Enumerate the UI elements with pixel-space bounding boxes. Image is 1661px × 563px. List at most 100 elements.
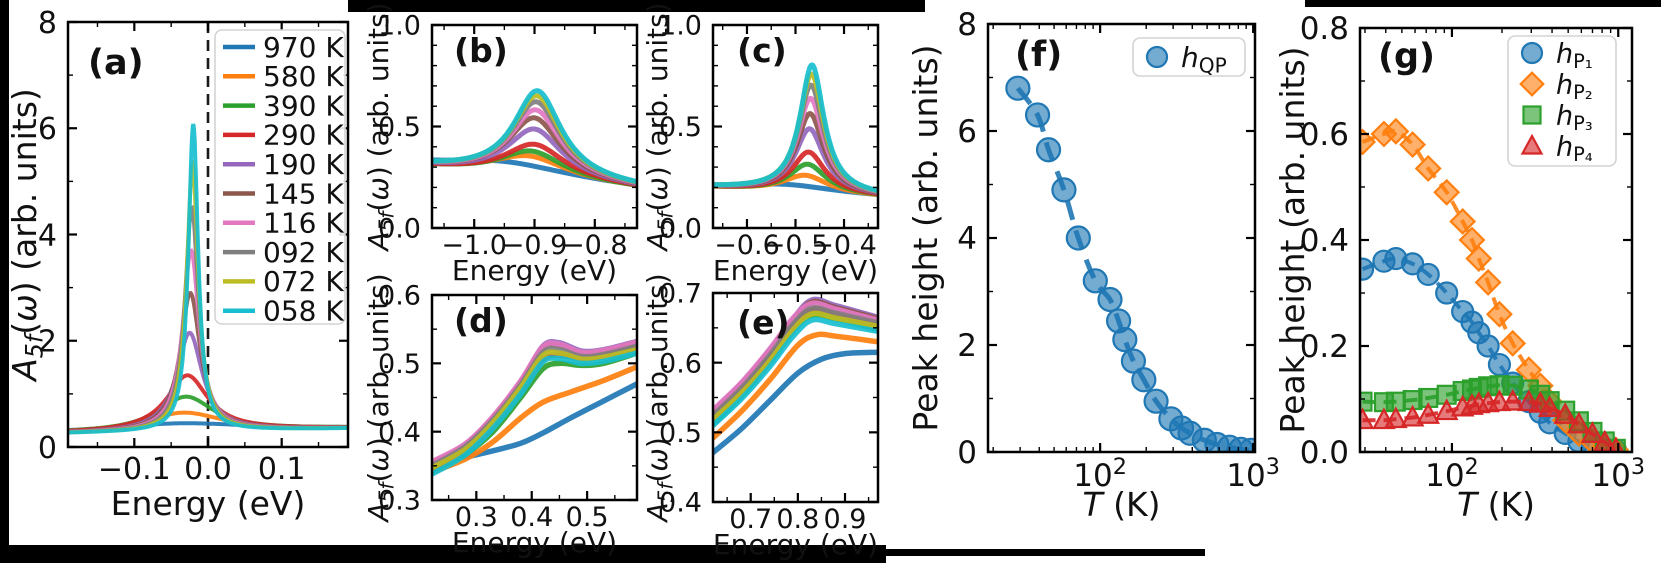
- y-axis-label: A5f(ω) (arb. units): [362, 273, 399, 523]
- x-tick-label: 103: [1591, 454, 1645, 494]
- y-tick-label: 4: [957, 221, 977, 257]
- x-tick-label: −0.1: [98, 452, 171, 487]
- data-point: [1143, 388, 1169, 414]
- data-point: [1515, 356, 1543, 384]
- legend-label: 290 K: [263, 119, 344, 152]
- data-point: [1005, 75, 1031, 101]
- data-point: [1035, 137, 1062, 163]
- panel-b-chart: −1.0−0.9−0.8 0.0 0.5 1.0 Energy (eV) A5f(ω) (…: [362, 2, 639, 287]
- x-tick-label: 0.8: [776, 504, 819, 535]
- panel-g-group: 102 103 0.0 0.2 0.4 0.6 0.8 T (K) Peak height (a…: [1273, 11, 1645, 524]
- legend-label: 058 K: [263, 295, 344, 328]
- plot-area: [68, 22, 348, 447]
- plot-area: [1360, 117, 1630, 452]
- x-tick-label: −0.8: [562, 230, 628, 261]
- ticks: [713, 23, 878, 230]
- ticks: [1360, 26, 1632, 454]
- y-tick-label: 0.5: [659, 112, 702, 143]
- y-tick-label: 0.2: [1300, 329, 1349, 365]
- data-point: [1414, 155, 1442, 182]
- legend-label: 970 K: [263, 31, 344, 64]
- data-point: [1433, 178, 1461, 206]
- y-tick-label: 0: [957, 435, 977, 471]
- legend-label: 116 K: [263, 207, 344, 240]
- legend-marker: [1520, 41, 1544, 65]
- y-tick-label: 0.7: [659, 279, 702, 310]
- panel-d-chart: 0.3 0.4 0.5 0.3 0.4 0.5 0.6 Energy (eV) A5f(ω) (…: [362, 273, 639, 559]
- x-axis-label: Energy (eV): [713, 528, 878, 561]
- data-point: [1500, 388, 1525, 411]
- panel-tag: (f): [1015, 35, 1062, 75]
- data-point: [1360, 257, 1375, 281]
- y-axis-label: Peak height (arb. units): [906, 44, 945, 431]
- y-axis-label: A5f(ω) (arb. units): [362, 2, 399, 252]
- y-tick-label: 0.4: [378, 417, 421, 448]
- y-tick-label: 0.5: [659, 418, 702, 449]
- data-point: [1485, 300, 1513, 328]
- data-point: [1120, 348, 1147, 374]
- curve-580K: [713, 331, 878, 441]
- panel-a-chart: −0.1 0.0 0.1 0 2 4 6 8 Energy (eV) A5f(ω) (arb. u…: [5, 6, 350, 523]
- legend-label: 145 K: [263, 177, 344, 210]
- data-point: [1592, 429, 1617, 452]
- curve-072K: [432, 346, 637, 471]
- data-point: [1051, 177, 1077, 203]
- legend-label: 092 K: [263, 236, 344, 269]
- data-point: [1097, 286, 1123, 313]
- y-tick-label: 0.6: [1300, 117, 1349, 153]
- data-point: [1112, 327, 1138, 353]
- data-point: [1553, 402, 1578, 424]
- legend-label: 390 K: [263, 89, 344, 122]
- legend-label: hP₁: [1556, 38, 1593, 72]
- x-tick-label: 0.9: [824, 504, 867, 535]
- y-axis-label: A5f(ω) (arb. units): [641, 2, 678, 252]
- x-tick-label: 0.4: [510, 502, 553, 533]
- letterbox-top-center: [348, 0, 925, 12]
- data-point: [1238, 437, 1255, 452]
- data-point: [1465, 245, 1493, 272]
- ticks: [432, 23, 637, 230]
- ticks: [68, 20, 348, 449]
- data-point: [1580, 421, 1605, 443]
- panel-c-group: −0.6−0.5−0.4 0.0 0.5 1.0 Energy (eV) A5f(ω) (…: [641, 2, 880, 287]
- panel-g-chart: 102 103 0.0 0.2 0.4 0.6 0.8 T (K) Peak height (a…: [1273, 11, 1645, 524]
- x-tick-label: 103: [1226, 454, 1280, 494]
- y-tick-label: 0.5: [378, 112, 421, 143]
- ticks: [432, 293, 637, 502]
- data-point: [1458, 226, 1486, 254]
- legend-marker: [1519, 71, 1545, 97]
- y-tick-label: 0.6: [378, 281, 421, 312]
- y-tick-label: 0.0: [378, 214, 421, 245]
- curve-058K: [713, 62, 878, 194]
- x-tick-label: −0.5: [763, 230, 829, 261]
- letterbox-left: [0, 0, 9, 563]
- data-point: [1360, 128, 1376, 156]
- data-point: [1360, 407, 1375, 430]
- y-tick-label: 0.0: [1300, 435, 1349, 471]
- data-point: [1474, 268, 1502, 296]
- x-axis-label: Energy (eV): [452, 526, 617, 559]
- panel-tag: (g): [1378, 37, 1435, 77]
- x-tick-label: 0.5: [566, 502, 609, 533]
- x-axis-label: Energy (eV): [713, 254, 878, 287]
- panel-c-chart: −0.6−0.5−0.4 0.0 0.5 1.0 Energy (eV) A5f(ω) (…: [641, 2, 880, 287]
- letterbox-top-right: [1305, 0, 1661, 7]
- legend-label: 580 K: [263, 60, 344, 93]
- x-tick-label: −0.9: [502, 230, 568, 261]
- curve-580K: [432, 364, 637, 475]
- y-axis-label: A5f(ω) (arb. units): [5, 88, 49, 383]
- data-point: [1024, 102, 1051, 128]
- curve-092K: [713, 305, 878, 419]
- x-axis-label: Energy (eV): [111, 484, 306, 523]
- x-tick-label: 0.1: [258, 452, 306, 487]
- ticks: [713, 291, 878, 504]
- legend-label: hP₄: [1556, 131, 1593, 165]
- panel-tag: (b): [454, 31, 508, 70]
- y-tick-label: 4: [38, 218, 57, 253]
- panel-f-group: 102 103 0 2 4 6 8 T (K) Peak height (arb. units)…: [906, 7, 1280, 524]
- y-tick-label: 0.8: [1300, 11, 1349, 47]
- data-point: [1416, 262, 1440, 287]
- x-tick-label: −0.6: [714, 230, 780, 261]
